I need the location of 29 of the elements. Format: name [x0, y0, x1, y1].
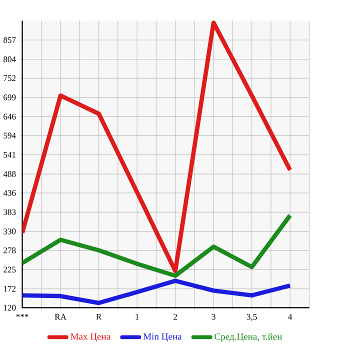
line-series [22, 20, 292, 274]
y-tick-label: 541 [4, 152, 16, 158]
y-tick-label: 436 [3, 190, 16, 196]
x-tick-label: R [96, 314, 102, 320]
x-tick-label: 3 [212, 314, 216, 320]
y-tick-label: 752 [4, 75, 16, 82]
x-tick-label: *** [16, 314, 28, 318]
y-tick-label: 225 [4, 266, 16, 272]
y-tick-label: 699 [4, 94, 16, 100]
legend-label: Сред.Цена, т.йен [214, 333, 282, 342]
y-tick-label: 488 [3, 171, 16, 177]
x-tick-label: 1 [136, 314, 139, 320]
y-tick-label: 172 [4, 286, 16, 292]
y-tick-label: 804 [4, 56, 16, 62]
x-tick-label: 4 [288, 314, 292, 320]
x-tick-label: RA [54, 314, 67, 320]
y-tick-label: 646 [4, 114, 16, 120]
legend-label: Max Цена [70, 333, 111, 342]
y-tick-label: 594 [4, 132, 16, 138]
x-tick-label: 2 [174, 314, 178, 320]
line-series [22, 213, 292, 278]
legend-label: Min Цена [143, 333, 182, 342]
y-tick-label: 120 [4, 304, 16, 311]
y-tick-label: 330 [4, 228, 16, 234]
y-tick-label: 857 [4, 37, 16, 43]
line-series [22, 278, 292, 306]
x-tick-label: 3,5 [246, 314, 257, 321]
y-tick-label: 278 [4, 247, 16, 254]
y-tick-label: 383 [4, 209, 16, 216]
